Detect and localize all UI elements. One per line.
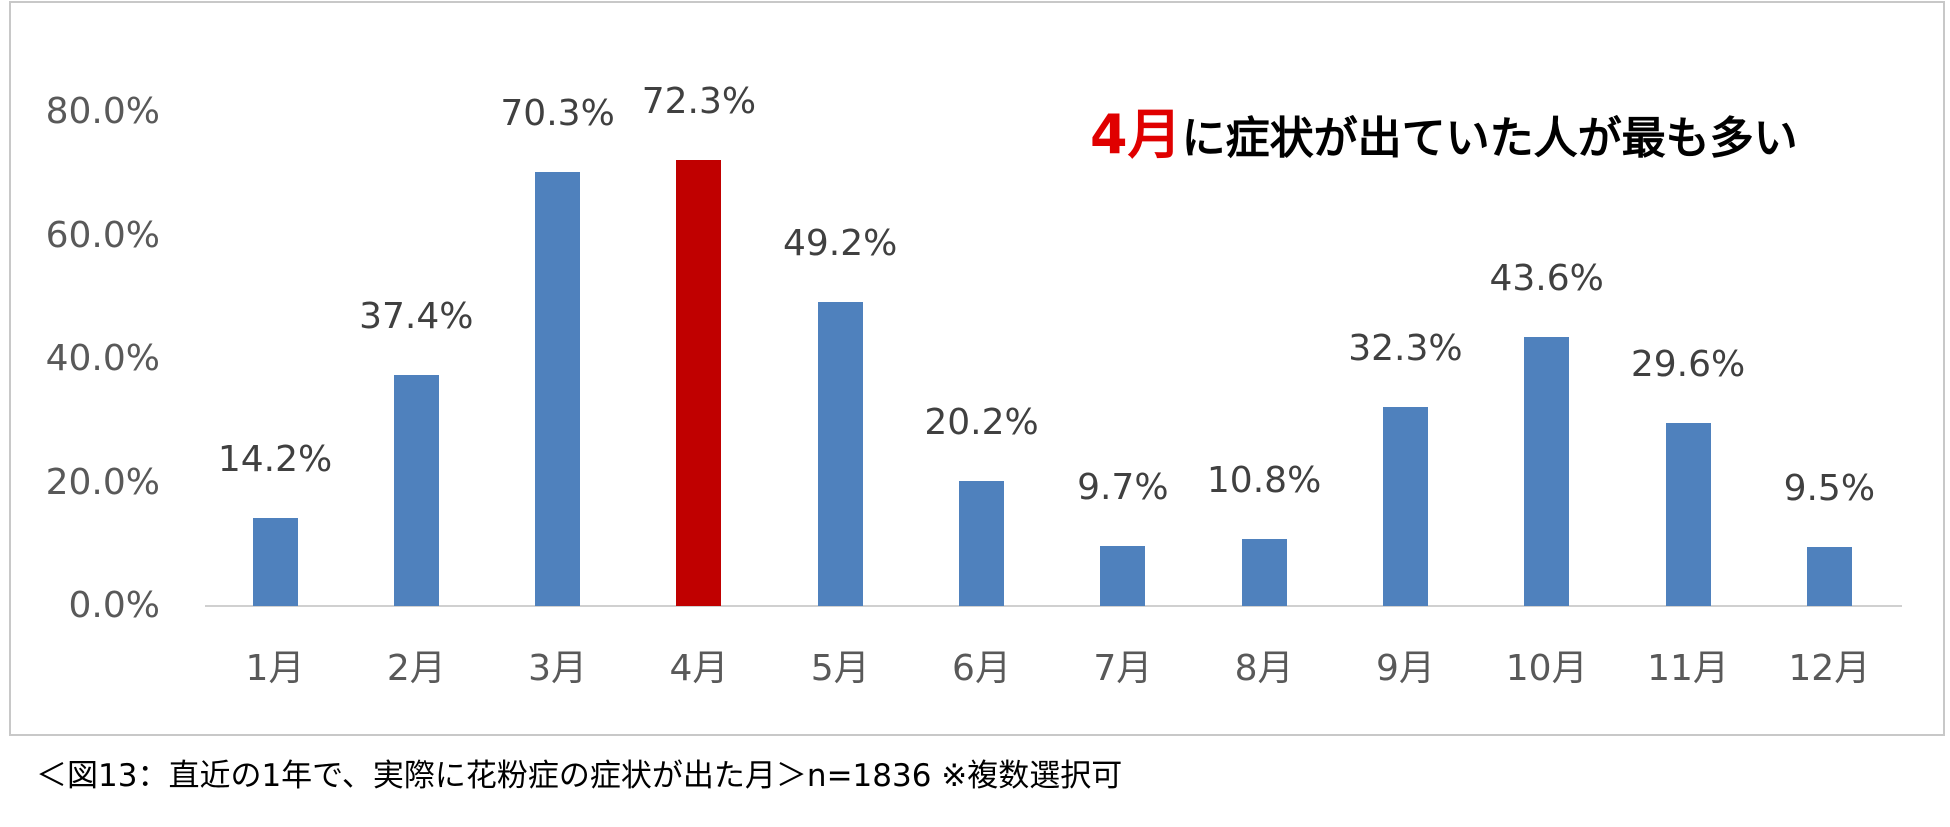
data-label: 14.2% <box>217 439 333 481</box>
y-tick-label: 40.0% <box>45 338 160 380</box>
data-label: 43.6% <box>1489 257 1604 299</box>
data-label: 29.6% <box>1630 344 1746 386</box>
x-tick-label: 1月 <box>245 648 305 689</box>
x-tick-label: 5月 <box>810 648 870 689</box>
data-label: 72.3% <box>641 80 757 122</box>
bar-6月 <box>959 481 1004 606</box>
bar-8月 <box>1241 539 1287 606</box>
x-tick-label: 11月 <box>1647 648 1729 689</box>
bar-7月 <box>1100 546 1146 606</box>
x-tick-label: 3月 <box>528 648 588 689</box>
x-tick-label: 7月 <box>1093 648 1153 689</box>
bar-9月 <box>1382 406 1428 606</box>
data-label: 37.4% <box>359 296 474 338</box>
data-label: 20.2% <box>924 402 1039 444</box>
bar-12月 <box>1806 547 1852 606</box>
data-label: 9.7% <box>1077 467 1169 509</box>
x-tick-label: 9月 <box>1375 648 1435 689</box>
x-tick-label: 2月 <box>386 648 446 689</box>
x-tick-label: 6月 <box>952 648 1011 689</box>
bar-5月 <box>817 302 863 606</box>
figure-caption: ＜図13：直近の1年で、実際に花粉症の症状が出た月＞n=1836 ※複数選択可 <box>36 758 1123 794</box>
y-tick-label: 0.0% <box>68 585 160 626</box>
data-label: 70.3% <box>500 93 615 135</box>
x-axis-line <box>205 605 1902 607</box>
chart-title: 4月に症状が出ていた人が最も多い <box>1090 104 1798 170</box>
x-tick-label: 10月 <box>1505 648 1588 689</box>
x-tick-label: 12月 <box>1788 648 1871 689</box>
x-tick-label: 4月 <box>669 648 729 689</box>
data-label: 49.2% <box>783 223 898 265</box>
data-label: 9.5% <box>1783 468 1876 510</box>
bar-4月 <box>676 159 722 606</box>
x-tick-label: 8月 <box>1234 648 1294 689</box>
y-tick-label: 80.0% <box>45 91 160 133</box>
title-highlight: 4月 <box>1090 103 1182 166</box>
chart-frame <box>9 1 1945 736</box>
bar-2月 <box>393 375 439 606</box>
data-label: 32.3% <box>1348 327 1463 369</box>
data-label: 10.8% <box>1206 460 1322 502</box>
title-rest: に症状が出ていた人が最も多い <box>1181 113 1798 164</box>
y-tick-label: 20.0% <box>45 461 160 503</box>
bar-11月 <box>1665 423 1711 606</box>
y-tick-label: 60.0% <box>45 214 160 256</box>
bar-1月 <box>252 518 298 606</box>
bar-3月 <box>535 172 581 606</box>
bar-10月 <box>1524 336 1570 606</box>
